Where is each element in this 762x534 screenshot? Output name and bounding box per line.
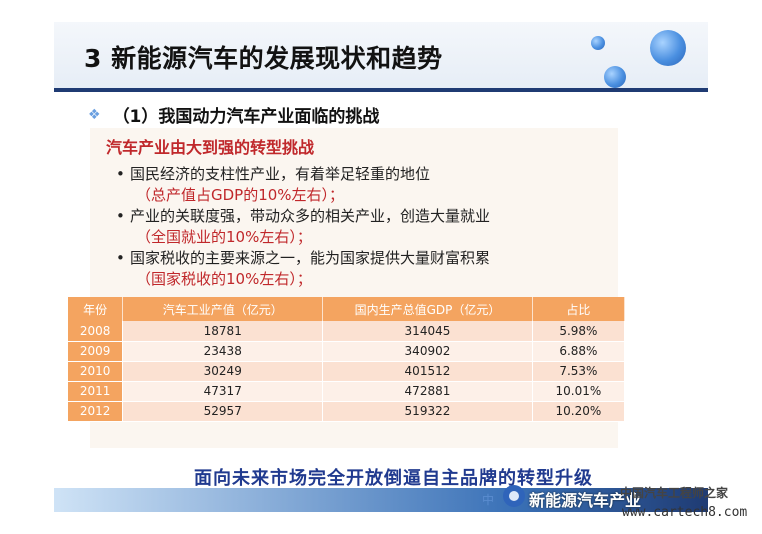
table-cell: 10.01% [532,381,626,402]
table-cell: 401512 [322,361,533,382]
bullet-note: （全国就业的10%左右）； [136,228,312,246]
table-row: 2008 18781 314045 5.98% [68,321,626,342]
table-cell: 340902 [322,341,533,362]
table-cell: 7.53% [532,361,626,382]
data-table: 年份 汽车工业产值（亿元） 国内生产总值GDP（亿元） 占比 2008 1878… [68,297,626,422]
table-cell: 2008 [68,321,124,342]
wechat-logo-icon [503,485,525,507]
subtitle-row: ❖ （1）我国动力汽车产业面临的挑战 [88,102,380,128]
table-cell: 47317 [122,381,324,402]
header-rule [54,88,708,92]
table-header-row: 年份 汽车工业产值（亿元） 国内生产总值GDP（亿元） 占比 [68,297,626,321]
table-row: 2012 52957 519322 10.20% [68,401,626,422]
conclusion-text: 面向未来市场完全开放倒逼自主品牌的转型升级 [194,468,593,489]
bullet-point: 产业的关联度强，带动众多的相关产业，创造大量就业 [130,206,610,227]
slide-title: 3 新能源汽车的发展现状和趋势 [84,44,443,73]
slide: 3 新能源汽车的发展现状和趋势 ❖ （1）我国动力汽车产业面临的挑战 汽车产业由… [54,22,708,512]
bullet-point: 国家税收的主要来源之一，能为国家提供大量财富积累 [130,248,610,269]
bullet-note: （国家税收的10%左右）； [136,270,312,288]
table-cell: 18781 [122,321,324,342]
table-cell: 2009 [68,341,124,362]
header-band [54,22,708,90]
footer-band: 中 [54,488,708,512]
decorative-bubble-icon [650,30,686,66]
table-row: 2011 47317 472881 10.01% [68,381,626,402]
table-cell: 2010 [68,361,124,382]
table-cell: 2012 [68,401,124,422]
table-header-cell: 汽车工业产值（亿元） [122,297,324,321]
watermark-site-name: 中国汽车工程师之家 [620,486,729,500]
table-header-cell: 年份 [68,297,124,321]
table-cell: 314045 [322,321,533,342]
bullet-note: （总产值占GDP的10%左右）； [136,186,345,204]
footer-text: 中 [482,493,495,507]
table-cell: 519322 [322,401,533,422]
table-cell: 2011 [68,381,124,402]
table-cell: 30249 [122,361,324,382]
table-cell: 6.88% [532,341,626,362]
subtitle: （1）我国动力汽车产业面临的挑战 [112,107,380,127]
table-row: 2010 30249 401512 7.53% [68,361,626,382]
decorative-bubble-icon [604,66,626,88]
table-cell: 5.98% [532,321,626,342]
section-heading: 汽车产业由大到强的转型挑战 [106,138,315,157]
table-row: 2009 23438 340902 6.88% [68,341,626,362]
bullet-point: 国民经济的支柱性产业，有着举足轻重的地位 [130,164,610,185]
table-header-cell: 占比 [532,297,626,321]
table-header-cell: 国内生产总值GDP（亿元） [322,297,533,321]
table-cell: 10.20% [532,401,626,422]
table-cell: 52957 [122,401,324,422]
table-cell: 23438 [122,341,324,362]
watermark-title: 新能源汽车产业 [529,491,642,510]
table-cell: 472881 [322,381,533,402]
watermark-url: www.cartech8.com [622,505,748,520]
bullet-list: 国民经济的支柱性产业，有着举足轻重的地位 （总产值占GDP的10%左右）； 产业… [130,164,610,290]
decorative-bubble-icon [591,36,605,50]
diamond-bullet-icon: ❖ [88,106,101,123]
